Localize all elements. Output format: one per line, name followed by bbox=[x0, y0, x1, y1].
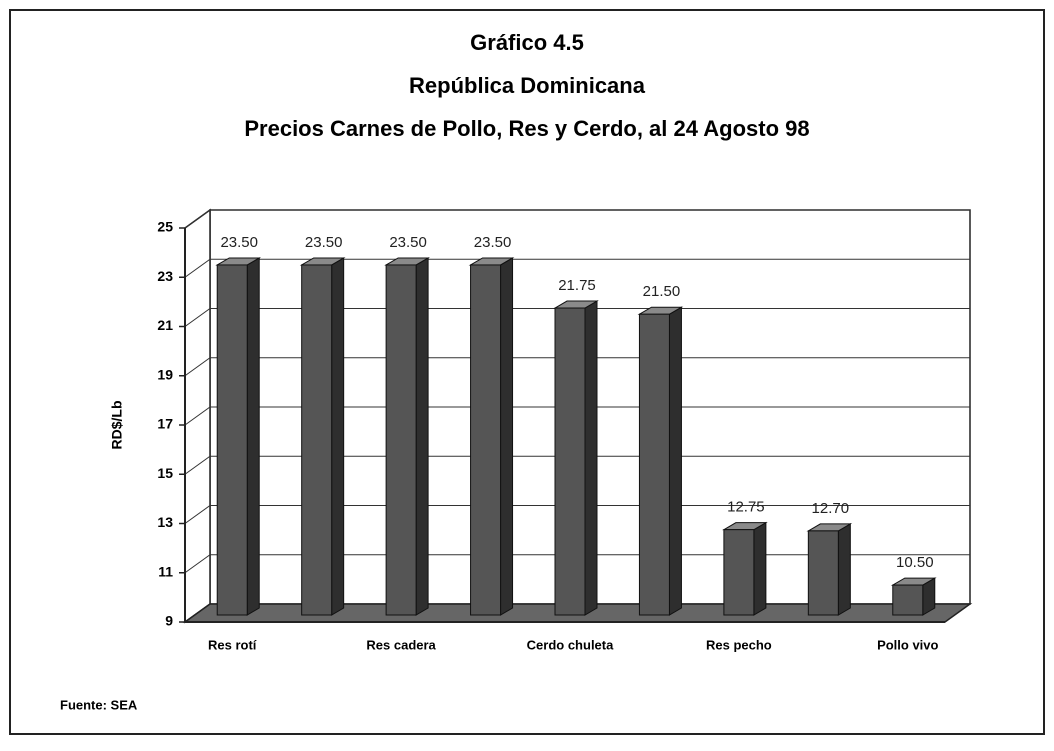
bar bbox=[723, 529, 755, 616]
chart-title: República Dominicana bbox=[409, 73, 646, 98]
grid-line bbox=[184, 455, 970, 475]
bar-side bbox=[837, 523, 851, 616]
y-tick-label: 23 bbox=[157, 268, 173, 284]
y-tick-label: 13 bbox=[157, 514, 173, 530]
grid-line bbox=[184, 357, 970, 377]
bar-side bbox=[500, 257, 514, 616]
bar bbox=[554, 307, 586, 616]
grid-line bbox=[184, 554, 970, 574]
value-label: 23.50 bbox=[474, 234, 512, 251]
x-tick-label: Res rotí bbox=[208, 637, 257, 652]
chart-title: Precios Carnes de Pollo, Res y Cerdo, al… bbox=[244, 116, 809, 141]
value-label: 23.50 bbox=[389, 234, 427, 251]
value-label: 21.50 bbox=[643, 283, 681, 300]
grid-line bbox=[184, 209, 970, 229]
value-label: 21.75 bbox=[558, 277, 596, 294]
grid-line bbox=[184, 308, 970, 327]
value-label: 12.70 bbox=[812, 500, 850, 517]
y-axis-label: RD$/Lb bbox=[109, 401, 125, 450]
bar-side bbox=[584, 300, 598, 616]
source: Fuente: SEA bbox=[60, 697, 138, 712]
x-tick-label: Cerdo chuleta bbox=[527, 637, 614, 652]
y-tick-label: 25 bbox=[157, 219, 173, 235]
grid-line bbox=[184, 505, 970, 524]
value-label: 12.75 bbox=[727, 499, 765, 516]
y-tick-label: 15 bbox=[157, 465, 173, 481]
bar-side bbox=[331, 257, 345, 616]
value-label: 23.50 bbox=[305, 234, 343, 251]
bar bbox=[638, 313, 670, 616]
x-tick-label: Pollo vivo bbox=[877, 637, 938, 652]
y-tick-label: 11 bbox=[158, 563, 173, 579]
chart-title: Gráfico 4.5 bbox=[470, 30, 584, 55]
bar bbox=[301, 264, 333, 616]
y-tick-label: 21 bbox=[157, 317, 173, 333]
bar bbox=[807, 530, 839, 616]
x-tick-label: Res pecho bbox=[706, 637, 772, 652]
x-tick-label: Res cadera bbox=[366, 637, 436, 652]
bar bbox=[216, 264, 248, 616]
bar bbox=[385, 264, 417, 616]
bar-side bbox=[415, 257, 429, 616]
y-tick-label: 19 bbox=[157, 366, 173, 382]
bar-side bbox=[753, 521, 767, 616]
y-tick-label: 17 bbox=[157, 416, 173, 432]
bar bbox=[892, 584, 924, 616]
grid-line bbox=[184, 406, 970, 426]
grid-line bbox=[184, 258, 970, 278]
bar bbox=[470, 264, 502, 616]
bar-side bbox=[668, 306, 682, 616]
y-tick-label: 9 bbox=[165, 613, 173, 629]
bar-side bbox=[246, 257, 260, 616]
value-label: 23.50 bbox=[220, 234, 258, 251]
value-label: 10.50 bbox=[896, 554, 934, 571]
